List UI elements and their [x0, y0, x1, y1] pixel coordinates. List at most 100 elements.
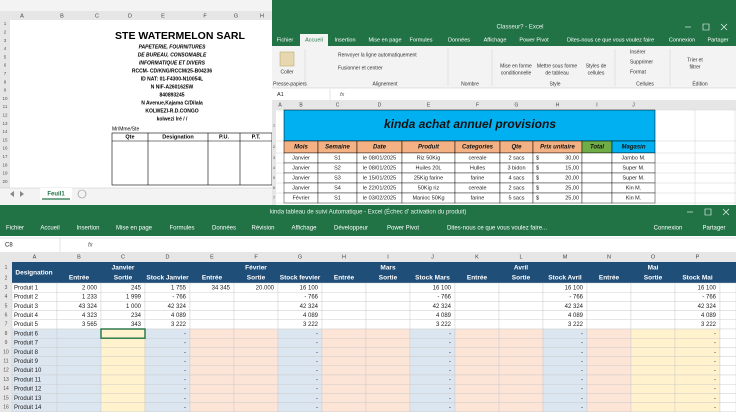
row-number: 12 — [2, 112, 8, 117]
cell-value: - — [714, 341, 716, 347]
ribbon-tab[interactable]: Développeur — [334, 226, 368, 232]
company-detail: DE BUREAU, CONSOMABLE — [138, 52, 207, 58]
ribbon-tab[interactable]: Formules — [169, 226, 194, 232]
cell — [56, 402, 102, 412]
cell-text: S2 — [334, 165, 341, 171]
search-box[interactable]: Dites-nous ce que vous voulez faire — [567, 37, 654, 43]
background — [0, 0, 272, 205]
cell-text: 50Kig riz — [418, 185, 440, 191]
ribbon-tab[interactable]: Affichage — [484, 37, 507, 43]
formula-label: fx — [340, 92, 345, 98]
window-control[interactable] — [720, 23, 728, 31]
cell — [100, 328, 146, 339]
window-control[interactable] — [722, 208, 730, 216]
column-heading: Magasin — [621, 145, 645, 151]
ribbon-item[interactable]: filtrer — [689, 64, 700, 70]
ribbon-item[interactable]: Coller — [280, 69, 293, 75]
ribbon-item[interactable]: Styles de — [586, 63, 607, 69]
ribbon-tab[interactable]: Données — [448, 37, 470, 43]
cell — [586, 393, 632, 403]
header-band — [12, 262, 736, 283]
ribbon-tab[interactable]: Accueil — [40, 226, 59, 232]
row-number: 6 — [4, 63, 7, 68]
window-control[interactable] — [704, 208, 712, 216]
company-detail: 840893245 — [159, 92, 184, 98]
cell — [100, 356, 146, 367]
company-detail: RCCM- CD/KNG/RCCM/25-B04236 — [132, 68, 213, 74]
ribbon-item[interactable]: Cellules — [636, 81, 654, 87]
ribbon-item[interactable]: Mise en forme — [500, 63, 532, 69]
cell-text: Kin M. — [626, 195, 642, 201]
cell-text: 25,00 — [565, 195, 579, 201]
sub-header: Sortie — [512, 275, 531, 282]
ribbon-item[interactable]: Insérer — [630, 49, 646, 55]
cell — [365, 282, 411, 293]
column-letter: E — [210, 254, 214, 260]
share-button[interactable]: Partager — [707, 37, 728, 43]
ribbon-item[interactable]: Alignement — [372, 81, 398, 87]
column-header — [272, 100, 736, 110]
ribbon-item[interactable]: Édition — [692, 80, 708, 87]
ribbon-item[interactable]: Fusionner et centrer — [338, 65, 383, 71]
ribbon-tab[interactable]: Insertion — [334, 37, 355, 43]
ribbon-item[interactable]: Style — [549, 81, 560, 87]
ribbon-tab[interactable]: Affichage — [292, 226, 318, 232]
cell — [719, 384, 736, 394]
cell — [498, 282, 544, 293]
cell-value: 4 089 — [303, 313, 319, 319]
ribbon-item[interactable]: Renvoyer la ligne automatiquement — [338, 52, 417, 58]
cell — [498, 374, 544, 385]
ribbon-tab[interactable]: Révision — [251, 226, 274, 232]
column-letter: F — [254, 254, 258, 260]
cell — [189, 347, 235, 357]
sub-header: Entrée — [599, 275, 620, 282]
account-link[interactable]: Connexion — [669, 37, 695, 43]
cell — [630, 338, 676, 348]
cell-text: 4 sacs — [509, 175, 525, 181]
cell — [581, 192, 613, 204]
ribbon-tab[interactable]: Power Pivot — [387, 226, 419, 232]
sheet-tab-label[interactable]: Feuil1 — [47, 192, 65, 198]
product-name: Produit 14 — [14, 405, 42, 411]
cell — [189, 365, 235, 376]
ribbon-tab[interactable]: Fichier — [277, 37, 294, 43]
row-number: 5 — [273, 175, 276, 180]
column-letter: O — [651, 254, 656, 260]
product-name: Produit 11 — [14, 377, 42, 383]
ribbon-tab[interactable]: Power Pivot — [519, 37, 549, 43]
ribbon-item[interactable]: Mettre sous forme — [537, 63, 578, 69]
cell — [581, 152, 613, 164]
ribbon-item[interactable]: cellules — [588, 70, 605, 76]
ribbon-tab[interactable]: Accueil — [305, 37, 323, 43]
ribbon-tab[interactable]: Fichier — [6, 226, 24, 232]
cell-value: 42 324 — [168, 304, 187, 310]
ribbon-item[interactable]: conditionnelle — [501, 70, 532, 76]
account-link[interactable]: Connexion — [654, 226, 683, 232]
ribbon-item[interactable]: Nombre — [461, 81, 479, 87]
cell-value: - — [714, 377, 716, 383]
title-cell — [283, 109, 656, 142]
cell-value: 1 000 — [126, 304, 142, 310]
window-control[interactable] — [702, 23, 710, 31]
cell-text: Kin M. — [626, 185, 642, 191]
row-number: 17 — [2, 154, 8, 159]
ribbon-item[interactable]: Format — [630, 69, 646, 75]
cell — [719, 310, 736, 321]
ribbon-tab[interactable]: Mise en page — [368, 37, 401, 43]
ribbon-item[interactable]: de tableau — [545, 70, 569, 76]
ribbon-tab[interactable]: Insertion — [76, 226, 99, 232]
ribbon-tab[interactable]: Formules — [410, 37, 433, 43]
ribbon-tab[interactable]: Mise en page — [116, 226, 153, 232]
ribbon-tab[interactable]: Données — [212, 226, 236, 232]
cell — [630, 282, 676, 293]
ribbon-item[interactable]: Supprimer — [630, 59, 653, 65]
ribbon-item[interactable]: Trier et — [687, 57, 703, 63]
column-letter: H — [556, 102, 560, 108]
cell — [581, 162, 613, 174]
product-name: Produit 10 — [14, 368, 42, 374]
share-button[interactable]: Partager — [702, 226, 725, 232]
product-name: Produit 2 — [14, 295, 39, 301]
row-number: 19 — [2, 171, 8, 176]
search-box[interactable]: Dites-nous ce que vous voulez faire... — [447, 226, 547, 232]
ribbon-item[interactable]: Presse-papiers — [273, 81, 307, 87]
